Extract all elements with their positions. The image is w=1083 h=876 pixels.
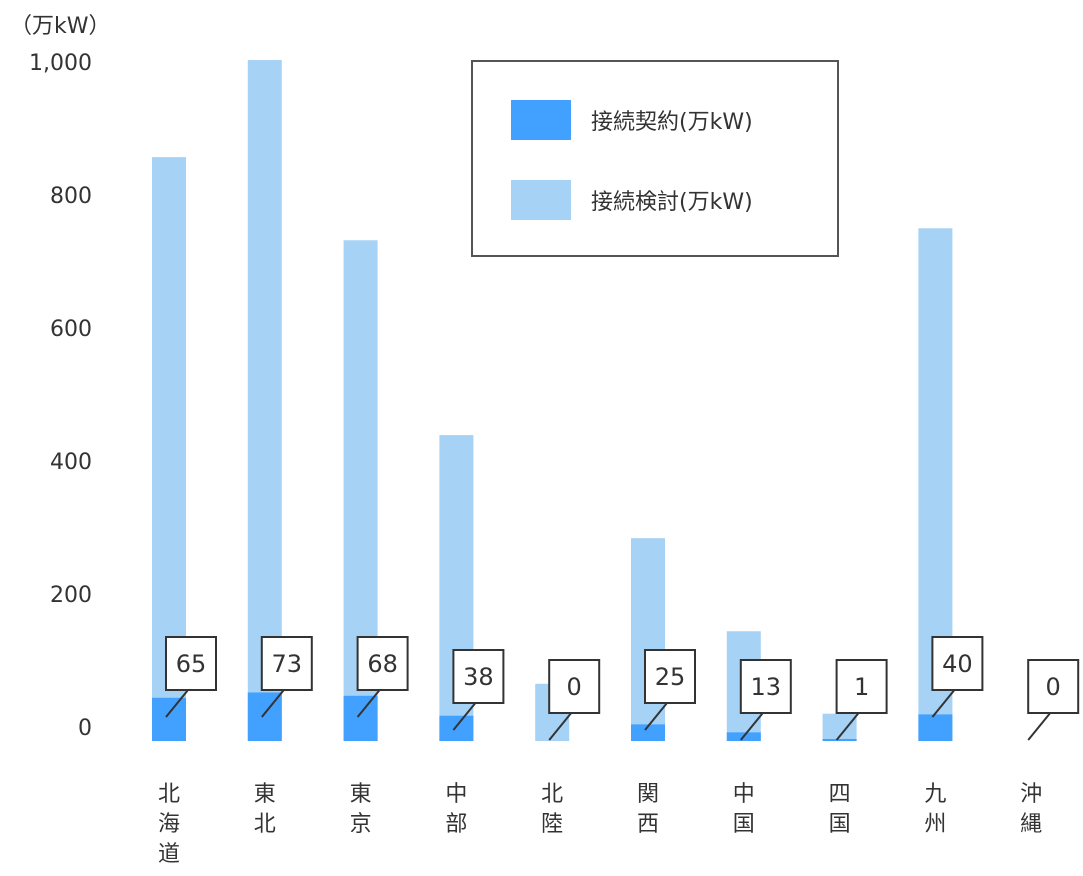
y-tick-label: 400	[50, 450, 92, 475]
bar-contract	[439, 715, 474, 741]
data-label-leader	[261, 689, 285, 718]
bar-contract	[152, 697, 186, 741]
bar-contract	[343, 695, 378, 741]
data-label-box	[452, 649, 505, 704]
data-label-leader	[835, 712, 860, 741]
x-tick-label: 中部	[445, 782, 468, 837]
legend-label: 接続契約(万kW)	[591, 110, 753, 135]
legend-item-contract: 接続契約(万kW)	[511, 100, 753, 140]
data-label: 40	[942, 650, 973, 678]
x-tick-label: 東北	[253, 782, 276, 837]
x-tick-label: 中国	[732, 782, 755, 837]
bar-contract	[918, 714, 953, 741]
data-label-leader	[740, 712, 764, 741]
data-label-leader	[644, 702, 668, 731]
data-label-leader	[931, 689, 956, 718]
bar-study	[247, 60, 282, 742]
legend-label: 接続検討(万kW)	[591, 190, 753, 215]
y-tick-label: 800	[50, 184, 92, 209]
data-label-leader	[1027, 712, 1051, 741]
data-label: 25	[655, 663, 686, 691]
data-label-box	[835, 659, 888, 714]
data-label: 65	[176, 650, 207, 678]
data-label-box	[931, 636, 984, 691]
data-label-box	[644, 649, 696, 704]
data-label-leader	[548, 712, 572, 741]
data-label-box	[739, 659, 792, 714]
data-label: 13	[751, 673, 782, 701]
legend: 接続契約(万kW) 接続検討(万kW)	[471, 60, 839, 257]
legend-item-study: 接続検討(万kW)	[511, 180, 753, 220]
y-tick-label: 600	[50, 317, 92, 342]
x-tick-label: 北海道	[157, 782, 180, 867]
x-tick-label: 沖縄	[1020, 782, 1043, 837]
data-label-box	[548, 659, 601, 714]
bar-contract	[822, 739, 857, 741]
data-label: 68	[367, 650, 398, 678]
data-label-box	[260, 636, 313, 691]
y-tick-label: 200	[50, 583, 92, 608]
data-label-box	[356, 636, 409, 691]
legend-swatch	[511, 180, 571, 220]
data-label: 38	[463, 663, 494, 691]
x-tick-label: 関西	[636, 782, 659, 837]
x-tick-label: 北陸	[541, 782, 564, 837]
data-label-box	[165, 636, 217, 691]
x-tick-label: 東京	[349, 782, 372, 837]
data-label: 73	[272, 650, 303, 678]
data-label-leader	[356, 689, 381, 718]
y-axis-unit: （万kW）	[10, 14, 111, 39]
data-label-leader	[452, 702, 477, 731]
x-tick-label: 九州	[924, 782, 947, 837]
y-tick-label: 0	[78, 716, 92, 741]
data-label: 0	[567, 673, 582, 701]
data-label: 1	[854, 673, 869, 701]
bar-contract	[631, 724, 665, 741]
bar-study	[631, 538, 665, 741]
data-label-leader	[165, 689, 189, 718]
data-label: 0	[1046, 673, 1061, 701]
y-tick-label: 1,000	[29, 51, 92, 76]
x-tick-label: 四国	[828, 782, 851, 837]
data-label-box	[1027, 659, 1080, 714]
legend-swatch	[511, 100, 571, 140]
